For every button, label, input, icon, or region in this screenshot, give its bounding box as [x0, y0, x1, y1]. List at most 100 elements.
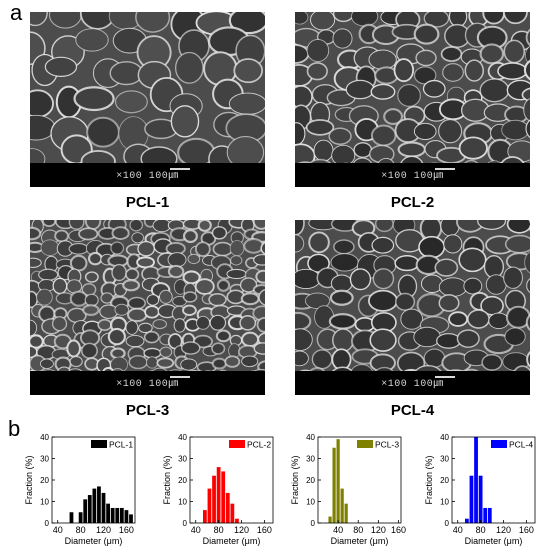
scale-bar-text: ×100 100㎛: [381, 171, 444, 182]
histogram-bar: [124, 510, 129, 523]
y-tick-label: 0: [183, 519, 188, 528]
foam-pore: [143, 330, 160, 344]
foam-pore: [413, 122, 437, 141]
foam-pore: [415, 49, 437, 67]
foam-pore: [330, 274, 353, 293]
foam-pore: [525, 28, 530, 47]
scale-bar-strip: [295, 371, 530, 395]
sem-image-pcl-2: ×100 100㎛: [295, 12, 530, 187]
foam-pore: [229, 240, 245, 257]
plot-frame: [317, 436, 402, 524]
foam-pore: [345, 79, 375, 100]
foam-pore: [504, 327, 526, 346]
histogram-bar: [129, 514, 133, 523]
foam-pore: [523, 98, 530, 122]
y-tick-label: 30: [178, 455, 187, 464]
foam-pore: [187, 253, 201, 265]
histogram-bar: [110, 507, 115, 523]
foam-pore: [30, 257, 42, 268]
foam-pore: [256, 317, 265, 333]
foam-pore: [109, 61, 144, 86]
y-tick-label: 20: [178, 476, 187, 485]
foam-pore: [167, 252, 187, 268]
foam-pore: [69, 254, 88, 272]
foam-pore: [226, 268, 247, 279]
foam-pore: [482, 12, 506, 25]
foam-pore: [400, 308, 424, 330]
y-tick-label: 40: [440, 433, 449, 442]
foam-pore: [146, 294, 160, 306]
foam-pore: [208, 293, 227, 307]
foam-pore: [128, 355, 148, 370]
histogram-bar: [115, 507, 120, 523]
x-tick-label: 80: [76, 525, 86, 535]
histogram-bar: [469, 475, 474, 523]
histogram-bar: [336, 439, 340, 523]
histogram-bar: [235, 518, 239, 523]
caption-pcl-4: PCL-4: [390, 402, 435, 419]
panel-label-a: a: [10, 0, 23, 25]
plot-frame: [451, 436, 536, 524]
foam-texture: [295, 12, 530, 187]
foam-pore: [111, 263, 127, 282]
foam-pore: [260, 241, 265, 255]
foam-pore: [501, 119, 530, 141]
foam-pore: [443, 234, 463, 254]
histogram-pcl-4: 40 80 120 160 0 10 20 30 40 Diameter (μm) Fraction…: [410, 425, 546, 550]
histogram-pcl-3: 40 80 120 160 0 10 20 30 40 Diameter (μm) Fraction…: [276, 425, 412, 550]
foam-pore: [332, 328, 355, 353]
foam-pore: [39, 358, 54, 369]
x-tick-label: 40: [453, 525, 463, 535]
caption-pcl-1: PCL-1: [125, 194, 170, 211]
foam-pore: [211, 226, 228, 240]
foam-pore: [521, 87, 530, 103]
foam-pore: [131, 232, 144, 244]
foam-pore: [368, 49, 397, 70]
foam-pore: [30, 319, 38, 337]
foam-pore: [138, 322, 153, 334]
foam-pore: [30, 89, 54, 118]
foam-pore: [371, 236, 395, 254]
x-tick-label: 160: [391, 525, 406, 535]
foam-pore: [174, 51, 204, 84]
foam-pore: [170, 105, 200, 138]
foam-pore: [80, 342, 98, 359]
scale-bar-line: [170, 376, 190, 378]
foam-pore: [212, 241, 233, 257]
foam-pore: [129, 220, 144, 232]
x-tick-label: 80: [214, 525, 224, 535]
y-tick-label: 10: [306, 498, 315, 507]
foam-pore: [329, 289, 354, 306]
foam-pore: [42, 220, 57, 228]
scale-bar-line: [170, 168, 190, 170]
histogram-bar: [207, 488, 212, 523]
foam-pore: [159, 346, 173, 358]
sem-image-pcl-3: ×100 100㎛: [30, 220, 265, 395]
y-tick-label: 30: [306, 455, 315, 464]
foam-texture: [30, 220, 265, 395]
foam-pore: [126, 307, 148, 323]
scale-bar-line: [435, 376, 455, 378]
foam-pore: [332, 12, 354, 23]
foam-pore: [127, 296, 146, 310]
foam-pore: [305, 119, 335, 136]
foam-pore: [240, 292, 260, 306]
histogram-bar: [230, 503, 235, 523]
foam-pore: [66, 339, 81, 358]
foam-pore: [328, 313, 357, 330]
foam-pore: [367, 289, 398, 312]
foam-pore: [374, 220, 394, 233]
foam-pore: [506, 220, 530, 234]
foam-pore: [240, 331, 260, 348]
foam-pore: [526, 351, 530, 368]
foam-pore: [36, 288, 53, 306]
foam-pore: [488, 312, 510, 330]
foam-pore: [253, 254, 265, 266]
legend-swatch: [91, 440, 107, 448]
foam-pore: [44, 56, 78, 77]
foam-pore: [228, 92, 265, 115]
foam-pore: [239, 315, 257, 331]
foam-pore: [393, 58, 415, 83]
foam-pore: [481, 353, 503, 371]
